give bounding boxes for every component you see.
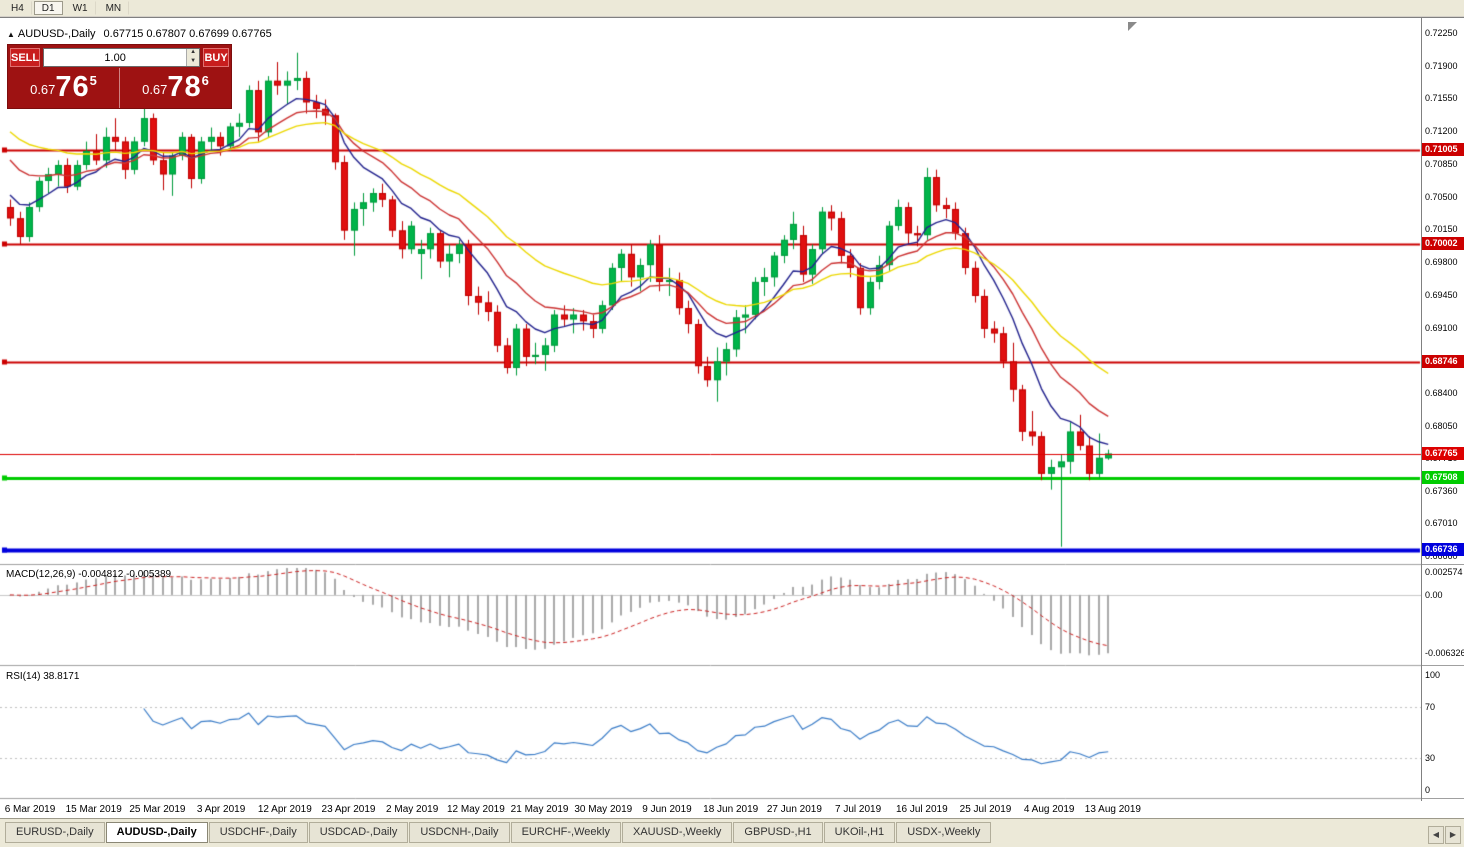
- buy-price-big: 78: [167, 71, 202, 103]
- price-axis-label: 0.71900: [1425, 60, 1458, 71]
- chart-tabs-bar: EURUSD-,Daily AUDUSD-,Daily USDCHF-,Daily U…: [0, 818, 1464, 847]
- price-axis-label: 0.66660: [1425, 551, 1458, 561]
- symbol-collapse-icon: ▲: [7, 30, 15, 39]
- time-axis-label: 30 May 2019: [574, 804, 633, 815]
- bid-price-tag: 0.67765: [1422, 446, 1464, 460]
- one-click-controls-row: SELL ▲ ▼ BUY: [8, 45, 231, 68]
- level-price-tag: 0.67508: [1422, 470, 1464, 484]
- timeframe-button-d1[interactable]: D1: [33, 1, 63, 15]
- price-axis-label: 0.68050: [1425, 420, 1458, 431]
- chart-tab-xauusd-weekly[interactable]: XAUUSD-,Weekly: [621, 822, 733, 843]
- time-axis-label: 25 Jul 2019: [959, 804, 1012, 815]
- timeframe-button-h4[interactable]: H4: [3, 1, 32, 15]
- chart-title: ▲ AUDUSD-,Daily 0.67715 0.67807 0.67699 0.…: [7, 28, 272, 40]
- timeframe-toolbar: H4 D1 W1 MN: [0, 0, 1464, 17]
- chart-title-ohlc: 0.67715 0.67807 0.67699 0.67765: [103, 28, 272, 40]
- price-axis-label: 0.67010: [1425, 518, 1458, 529]
- price-axis-label: 0.67360: [1425, 485, 1458, 496]
- sell-price-big: 76: [55, 71, 90, 103]
- time-axis-label: 2 May 2019: [386, 804, 439, 815]
- macd-axis-label: -0.006326: [1425, 648, 1464, 658]
- chart-tab-eurusd-daily[interactable]: EURUSD-,Daily: [5, 822, 105, 843]
- panel-separator: [1422, 798, 1464, 799]
- sell-price-display[interactable]: 0.67 76 5: [8, 68, 119, 108]
- time-axis-label: 6 Mar 2019: [4, 804, 56, 815]
- chart-tab-audusd-daily[interactable]: AUDUSD-,Daily: [105, 822, 208, 843]
- time-axis[interactable]: 6 Mar 2019 15 Mar 2019 25 Mar 2019 3 Apr 20…: [0, 801, 1421, 819]
- price-axis-label: 0.68400: [1425, 388, 1458, 399]
- chart-tab-usdx-weekly[interactable]: USDX-,Weekly: [896, 822, 992, 843]
- chart-tab-ukoil-h1[interactable]: UKOil-,H1: [823, 822, 896, 843]
- time-axis-label: 3 Apr 2019: [196, 804, 246, 815]
- volume-down-icon[interactable]: ▼: [190, 57, 197, 64]
- volume-input[interactable]: [44, 49, 187, 66]
- chart-tab-usdchf-daily[interactable]: USDCHF-,Daily: [208, 822, 308, 843]
- price-axis-label: 0.70500: [1425, 191, 1458, 202]
- chart-canvas[interactable]: [0, 18, 1421, 801]
- price-axis[interactable]: 0.72250 0.71900 0.71550 0.71200 0.70850 0.705…: [1421, 18, 1464, 801]
- time-axis-label: 13 Aug 2019: [1084, 804, 1141, 815]
- price-axis-label: 0.70850: [1425, 158, 1458, 169]
- one-click-prices-row: 0.67 76 5 0.67 78 6: [8, 68, 231, 108]
- time-axis-label: 12 Apr 2019: [257, 804, 312, 815]
- chart-tab-eurchf-weekly[interactable]: EURCHF-,Weekly: [510, 822, 621, 843]
- time-axis-label: 25 Mar 2019: [129, 804, 186, 815]
- price-axis-label: 0.69800: [1425, 257, 1458, 268]
- rsi-axis-label: 70: [1425, 702, 1436, 713]
- tab-scroll-arrows: ◀ ▶: [1427, 824, 1461, 844]
- chart-title-symbol: AUDUSD-,Daily: [17, 28, 96, 40]
- price-axis-label: 0.71550: [1425, 93, 1458, 104]
- macd-axis-label: 0.002574: [1425, 567, 1463, 577]
- time-axis-label: 7 Jul 2019: [835, 804, 882, 815]
- price-axis-label: 0.72250: [1425, 28, 1458, 38]
- panel-separator: [1422, 564, 1464, 565]
- sell-button[interactable]: SELL: [10, 48, 41, 67]
- level-price-tag: 0.71005: [1422, 143, 1464, 157]
- time-axis-label: 9 Jun 2019: [642, 804, 692, 815]
- buy-price-prefix: 0.67: [142, 82, 168, 97]
- timeframe-button-mn[interactable]: MN: [98, 1, 130, 15]
- time-axis-label: 18 Jun 2019: [703, 804, 759, 815]
- time-axis-label: 15 Mar 2019: [65, 804, 122, 815]
- timeframe-button-w1[interactable]: W1: [65, 1, 96, 15]
- level-price-tag: 0.70002: [1422, 237, 1464, 251]
- volume-spinner: ▲ ▼: [186, 49, 200, 66]
- rsi-label: RSI(14) 38.8171: [6, 671, 80, 682]
- chart-tab-gbpusd-h1[interactable]: GBPUSD-,H1: [733, 822, 823, 843]
- buy-price-sup: 6: [201, 73, 209, 88]
- level-price-tag: 0.68746: [1422, 354, 1464, 368]
- buy-button[interactable]: BUY: [203, 48, 229, 67]
- price-axis-label: 0.69450: [1425, 289, 1458, 300]
- tab-scroll-right-icon[interactable]: ▶: [1445, 825, 1461, 844]
- rsi-axis-label: 100: [1425, 670, 1441, 680]
- time-axis-label: 4 Aug 2019: [1023, 804, 1075, 815]
- macd-label: MACD(12,26,9) -0.004812 -0.005389: [6, 569, 172, 580]
- scroll-to-end-icon[interactable]: [1128, 22, 1137, 31]
- price-axis-label: 0.70150: [1425, 224, 1458, 235]
- volume-up-icon[interactable]: ▲: [190, 49, 197, 55]
- tab-scroll-left-icon[interactable]: ◀: [1428, 825, 1444, 844]
- rsi-axis-label: 30: [1425, 752, 1436, 763]
- volume-box: ▲ ▼: [43, 48, 201, 67]
- time-axis-label: 21 May 2019: [510, 804, 569, 815]
- sell-price-prefix: 0.67: [30, 82, 56, 97]
- buy-price-display[interactable]: 0.67 78 6: [119, 68, 231, 108]
- level-price-tag: 0.66736: [1422, 542, 1464, 556]
- macd-axis-label: 0.00: [1425, 589, 1443, 600]
- price-axis-label: 0.69100: [1425, 322, 1458, 333]
- chart-tab-usdcnh-daily[interactable]: USDCNH-,Daily: [409, 822, 510, 843]
- rsi-axis-label: 0: [1425, 785, 1431, 795]
- time-axis-label: 12 May 2019: [446, 804, 505, 815]
- panel-separator: [1422, 665, 1464, 666]
- chart-window: ▲ AUDUSD-,Daily 0.67715 0.67807 0.67699 0.…: [0, 17, 1464, 819]
- time-axis-label: 16 Jul 2019: [895, 804, 948, 815]
- time-axis-label: 23 Apr 2019: [321, 804, 376, 815]
- sell-price-sup: 5: [89, 73, 97, 88]
- chart-tab-usdcad-daily[interactable]: USDCAD-,Daily: [308, 822, 409, 843]
- price-axis-label: 0.71200: [1425, 126, 1458, 137]
- time-axis-label: 27 Jun 2019: [766, 804, 822, 815]
